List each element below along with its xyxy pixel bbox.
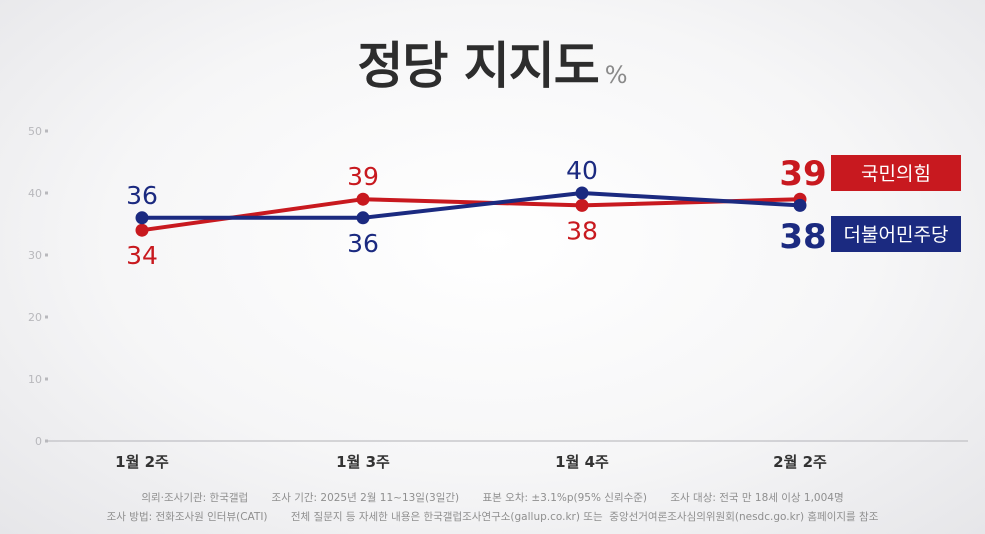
data-point xyxy=(356,211,370,225)
x-tick-label: 1월 4주 xyxy=(555,453,609,471)
unit-label: % xyxy=(604,61,628,89)
y-tick-label: 40 xyxy=(28,187,42,200)
data-point xyxy=(135,211,149,225)
data-label: 38 xyxy=(779,217,826,257)
footnote-survey-info: 의뢰·조사기관: 한국갤럽 조사 기간: 2025년 2월 11~13일(3일간… xyxy=(141,492,844,504)
data-label: 40 xyxy=(566,156,598,185)
chart-title: 정당 지지도% xyxy=(0,26,985,98)
line-chart: 0 10 20 30 40 50 1월 2주 1월 3주 1월 4주 2월 2주 34 39 38 3… xyxy=(28,125,968,471)
y-tick-label: 0 xyxy=(35,435,42,448)
legend-label: 더불어민주당 xyxy=(844,224,949,246)
y-tick-label: 10 xyxy=(28,373,42,386)
data-label: 39 xyxy=(779,154,826,194)
chart-title-text: 정당 지지도 xyxy=(357,37,599,95)
y-tick-label: 50 xyxy=(28,125,42,138)
y-tick-mark xyxy=(45,191,48,195)
x-tick-label: 2월 2주 xyxy=(773,453,827,471)
data-point xyxy=(356,192,370,206)
data-label: 39 xyxy=(347,162,379,191)
series-line xyxy=(140,191,802,220)
data-point xyxy=(793,198,807,212)
data-label: 34 xyxy=(126,241,158,270)
y-tick-mark xyxy=(45,439,48,443)
y-tick-label: 20 xyxy=(28,311,42,324)
data-label: 36 xyxy=(347,229,379,258)
legend-swatch xyxy=(831,155,961,191)
data-point xyxy=(135,223,149,237)
legend-swatch xyxy=(831,216,961,252)
footnote-method-info: 조사 방법: 전화조사원 인터뷰(CATI) 전체 질문지 등 자세한 내용은 … xyxy=(106,511,879,523)
series-line xyxy=(140,197,802,233)
x-tick-label: 1월 2주 xyxy=(115,453,169,471)
data-point xyxy=(575,186,589,200)
x-tick-label: 1월 3주 xyxy=(336,453,390,471)
y-tick-mark xyxy=(45,253,48,257)
data-label: 38 xyxy=(566,216,598,245)
y-tick-mark xyxy=(45,315,48,319)
data-point xyxy=(575,198,589,212)
legend-label: 국민의힘 xyxy=(861,163,931,185)
data-label: 36 xyxy=(126,181,158,210)
y-tick-mark xyxy=(45,377,48,381)
y-tick-mark xyxy=(45,129,48,133)
y-tick-label: 30 xyxy=(28,249,42,262)
